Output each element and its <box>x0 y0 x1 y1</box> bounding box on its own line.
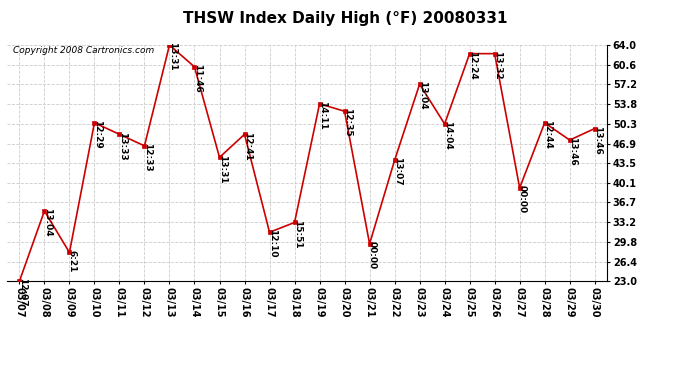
Text: 14:04: 14:04 <box>443 121 452 150</box>
Text: 13:33: 13:33 <box>118 132 127 160</box>
Text: 12:44: 12:44 <box>543 120 552 149</box>
Text: 12:41: 12:41 <box>243 132 252 160</box>
Text: 13:04: 13:04 <box>418 81 427 110</box>
Text: 13:46: 13:46 <box>568 137 577 166</box>
Text: 11:46: 11:46 <box>193 64 201 93</box>
Text: 14:11: 14:11 <box>318 101 327 130</box>
Text: 13:32: 13:32 <box>493 51 502 80</box>
Text: 00:00: 00:00 <box>368 241 377 269</box>
Text: 12:29: 12:29 <box>92 120 101 149</box>
Text: 13:46: 13:46 <box>593 126 602 154</box>
Text: 12:10: 12:10 <box>268 230 277 258</box>
Text: 12:07: 12:07 <box>18 279 27 307</box>
Text: 13:31: 13:31 <box>218 154 227 183</box>
Text: 12:24: 12:24 <box>468 51 477 80</box>
Text: 13:04: 13:04 <box>43 208 52 237</box>
Text: 15:51: 15:51 <box>293 220 302 248</box>
Text: 13:07: 13:07 <box>393 158 402 186</box>
Text: 13:31: 13:31 <box>168 42 177 71</box>
Text: 12:33: 12:33 <box>143 143 152 172</box>
Text: Copyright 2008 Cartronics.com: Copyright 2008 Cartronics.com <box>13 46 154 55</box>
Text: 6:21: 6:21 <box>68 250 77 272</box>
Text: 12:35: 12:35 <box>343 108 352 137</box>
Text: 00:00: 00:00 <box>518 185 527 213</box>
Text: THSW Index Daily High (°F) 20080331: THSW Index Daily High (°F) 20080331 <box>183 11 507 26</box>
